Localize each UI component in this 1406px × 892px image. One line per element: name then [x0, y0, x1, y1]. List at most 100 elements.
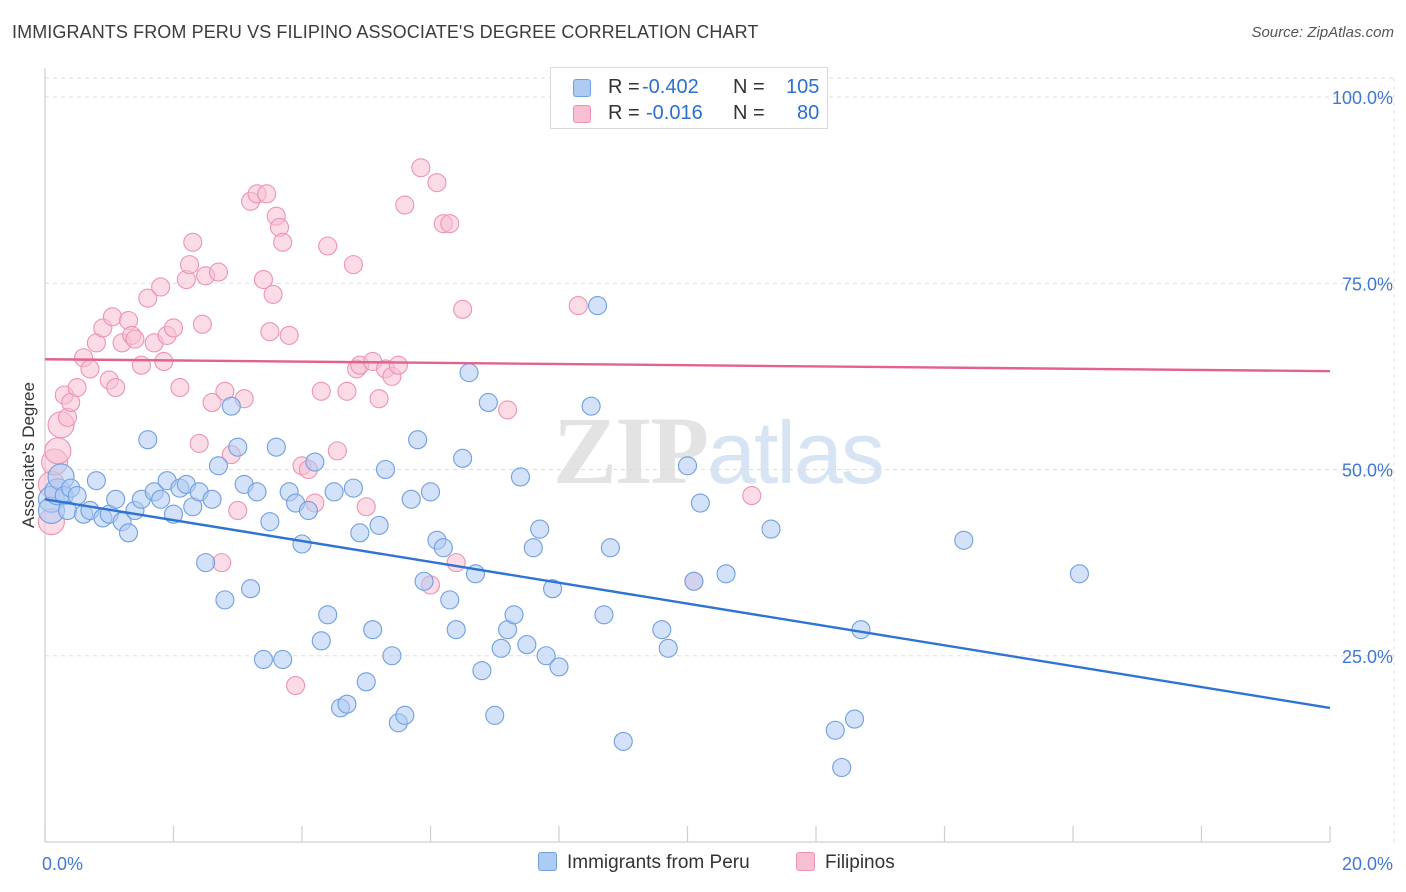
legend-r-value-peru: -0.402	[642, 76, 699, 98]
data-point	[318, 605, 338, 625]
data-point	[440, 590, 460, 610]
data-point	[196, 553, 216, 573]
data-point	[86, 471, 106, 491]
data-point	[510, 467, 531, 487]
data-point	[266, 437, 286, 457]
data-point	[504, 605, 524, 625]
data-point	[363, 620, 383, 640]
data-point	[292, 534, 312, 554]
y-tick-label: 75.0%	[1342, 274, 1393, 294]
watermark-atlas: atlas	[707, 403, 885, 502]
data-point	[954, 530, 974, 550]
data-point	[67, 486, 87, 506]
data-point	[125, 329, 145, 349]
data-point	[202, 489, 222, 509]
data-point	[228, 500, 248, 521]
data-point	[253, 269, 274, 290]
data-point	[594, 605, 614, 625]
data-point	[180, 255, 200, 275]
data-point	[44, 437, 72, 465]
y-axis-label: Associate's Degree	[19, 382, 38, 528]
data-point	[202, 392, 222, 413]
data-point	[208, 456, 229, 476]
data-point	[208, 262, 229, 282]
data-point	[324, 482, 344, 502]
bottom-legend-filipinos: Filipinos	[796, 852, 895, 874]
data-point	[327, 441, 347, 461]
data-point	[716, 564, 736, 584]
data-point	[427, 173, 447, 193]
data-point	[80, 359, 100, 379]
data-point	[491, 638, 511, 658]
legend-swatch-filipinos	[573, 105, 591, 123]
data-point	[408, 430, 428, 450]
data-point	[138, 288, 158, 308]
legend-n-label: N =	[733, 76, 765, 98]
data-point	[536, 646, 556, 666]
x-tick-label: 0.0%	[42, 854, 83, 874]
data-point	[472, 661, 492, 681]
data-point	[411, 158, 431, 178]
data-point	[395, 195, 415, 215]
data-point	[485, 705, 505, 725]
data-point	[192, 314, 212, 334]
data-point	[118, 523, 139, 543]
data-point	[350, 523, 370, 543]
data-point	[613, 731, 633, 751]
data-point	[138, 430, 158, 450]
data-point	[600, 538, 620, 558]
y-tick-label: 25.0%	[1342, 647, 1393, 667]
data-point	[305, 452, 325, 472]
trend-line-filipinos	[44, 358, 1331, 373]
data-point	[260, 322, 280, 342]
data-point	[151, 489, 171, 509]
source-label: Source: ZipAtlas.com	[1251, 24, 1394, 41]
data-point	[298, 500, 318, 521]
data-point	[189, 433, 209, 453]
data-point	[356, 672, 376, 692]
data-point	[677, 456, 698, 476]
bottom-legend-swatch-filipinos	[796, 852, 815, 871]
data-point	[459, 363, 479, 383]
data-point	[215, 590, 235, 610]
data-point	[356, 497, 376, 517]
data-point	[395, 705, 415, 725]
data-point	[279, 325, 299, 345]
data-point	[318, 236, 338, 256]
x-tick-label: 20.0%	[1342, 854, 1393, 874]
data-point	[337, 381, 357, 401]
data-point	[170, 377, 190, 398]
data-point	[420, 482, 441, 502]
data-point	[151, 277, 171, 297]
data-point	[337, 694, 357, 714]
data-point	[388, 355, 408, 375]
legend-r-value-filipinos: -0.016	[646, 102, 703, 124]
legend-n-value-peru: 105	[786, 76, 820, 98]
data-point	[453, 299, 473, 319]
data-point	[212, 553, 232, 573]
data-point	[228, 437, 248, 457]
data-point	[414, 571, 434, 591]
trend-line-peru	[44, 498, 1331, 710]
series-filipinos-points	[37, 158, 762, 696]
data-point	[440, 214, 460, 234]
data-point	[478, 392, 498, 413]
data-point	[263, 284, 283, 304]
bottom-legend-peru: Immigrants from Peru	[538, 852, 750, 874]
y-tick-label: 100.0%	[1332, 88, 1393, 108]
data-point	[549, 657, 569, 677]
data-point	[311, 381, 331, 401]
legend-n-label: N =	[733, 102, 765, 124]
data-point	[273, 232, 293, 252]
data-point	[568, 296, 588, 316]
data-point	[375, 459, 396, 480]
data-point	[652, 620, 672, 640]
data-point	[844, 709, 865, 729]
data-point	[106, 377, 126, 398]
data-point	[382, 646, 402, 666]
bottom-legend-swatch-peru	[538, 852, 557, 871]
data-point	[102, 307, 123, 327]
data-point	[241, 579, 261, 599]
y-tick-label: 50.0%	[1342, 461, 1393, 481]
